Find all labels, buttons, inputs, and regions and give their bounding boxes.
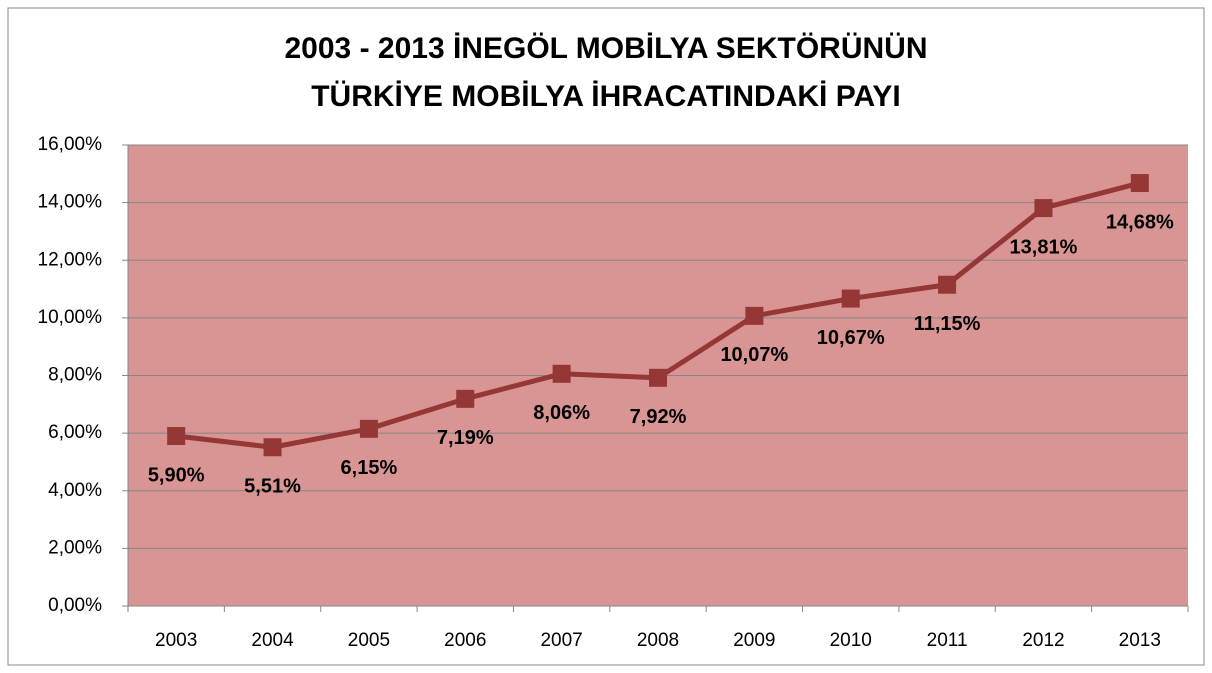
x-tick-label: 2004 — [251, 630, 294, 651]
data-label: 14,68% — [1106, 211, 1174, 233]
marker — [745, 306, 764, 325]
x-tick-label: 2008 — [637, 630, 679, 651]
data-label: 5,51% — [244, 476, 301, 498]
x-tick-label: 2006 — [444, 630, 486, 651]
x-tick-label: 2009 — [733, 630, 775, 651]
marker — [1034, 199, 1053, 218]
y-tick-label: 16,00% — [38, 134, 103, 155]
y-tick-label: 12,00% — [38, 249, 103, 270]
y-tick-label: 10,00% — [38, 307, 103, 328]
marker — [841, 289, 860, 308]
marker — [649, 368, 667, 387]
y-tick-label: 14,00% — [38, 192, 103, 213]
chart-title: TÜRKİYE MOBİLYA İHRACATINDAKİ PAYI — [311, 80, 901, 113]
marker — [938, 275, 957, 294]
marker — [456, 389, 475, 408]
data-label: 5,90% — [148, 464, 205, 486]
y-tick-label: 6,00% — [48, 422, 102, 443]
x-tick-label: 2010 — [830, 630, 872, 651]
data-label: 10,67% — [817, 327, 885, 349]
x-tick-label: 2007 — [540, 630, 582, 651]
data-label: 13,81% — [1010, 236, 1078, 258]
x-tick-label: 2005 — [348, 630, 390, 651]
y-tick-label: 4,00% — [48, 480, 102, 501]
data-label: 7,92% — [630, 406, 687, 428]
data-label: 8,06% — [533, 402, 590, 424]
y-tick-label: 2,00% — [48, 537, 102, 558]
marker — [1130, 174, 1149, 193]
y-tick-label: 8,00% — [48, 365, 102, 386]
x-tick-label: 2012 — [1022, 630, 1064, 651]
data-label: 6,15% — [341, 457, 398, 479]
x-tick-label: 2011 — [927, 630, 968, 651]
marker — [263, 438, 282, 457]
data-label: 7,19% — [437, 427, 494, 449]
chart-title: 2003 - 2013 İNEGÖL MOBİLYA SEKTÖRÜNÜN — [285, 32, 928, 65]
marker — [359, 419, 378, 438]
marker — [167, 427, 186, 446]
marker — [552, 364, 571, 383]
data-label: 10,07% — [720, 344, 788, 366]
x-tick-label: 2003 — [155, 630, 197, 651]
x-tick-label: 2013 — [1119, 630, 1161, 651]
y-tick-label: 0,00% — [48, 595, 102, 616]
data-label: 11,15% — [914, 313, 981, 335]
